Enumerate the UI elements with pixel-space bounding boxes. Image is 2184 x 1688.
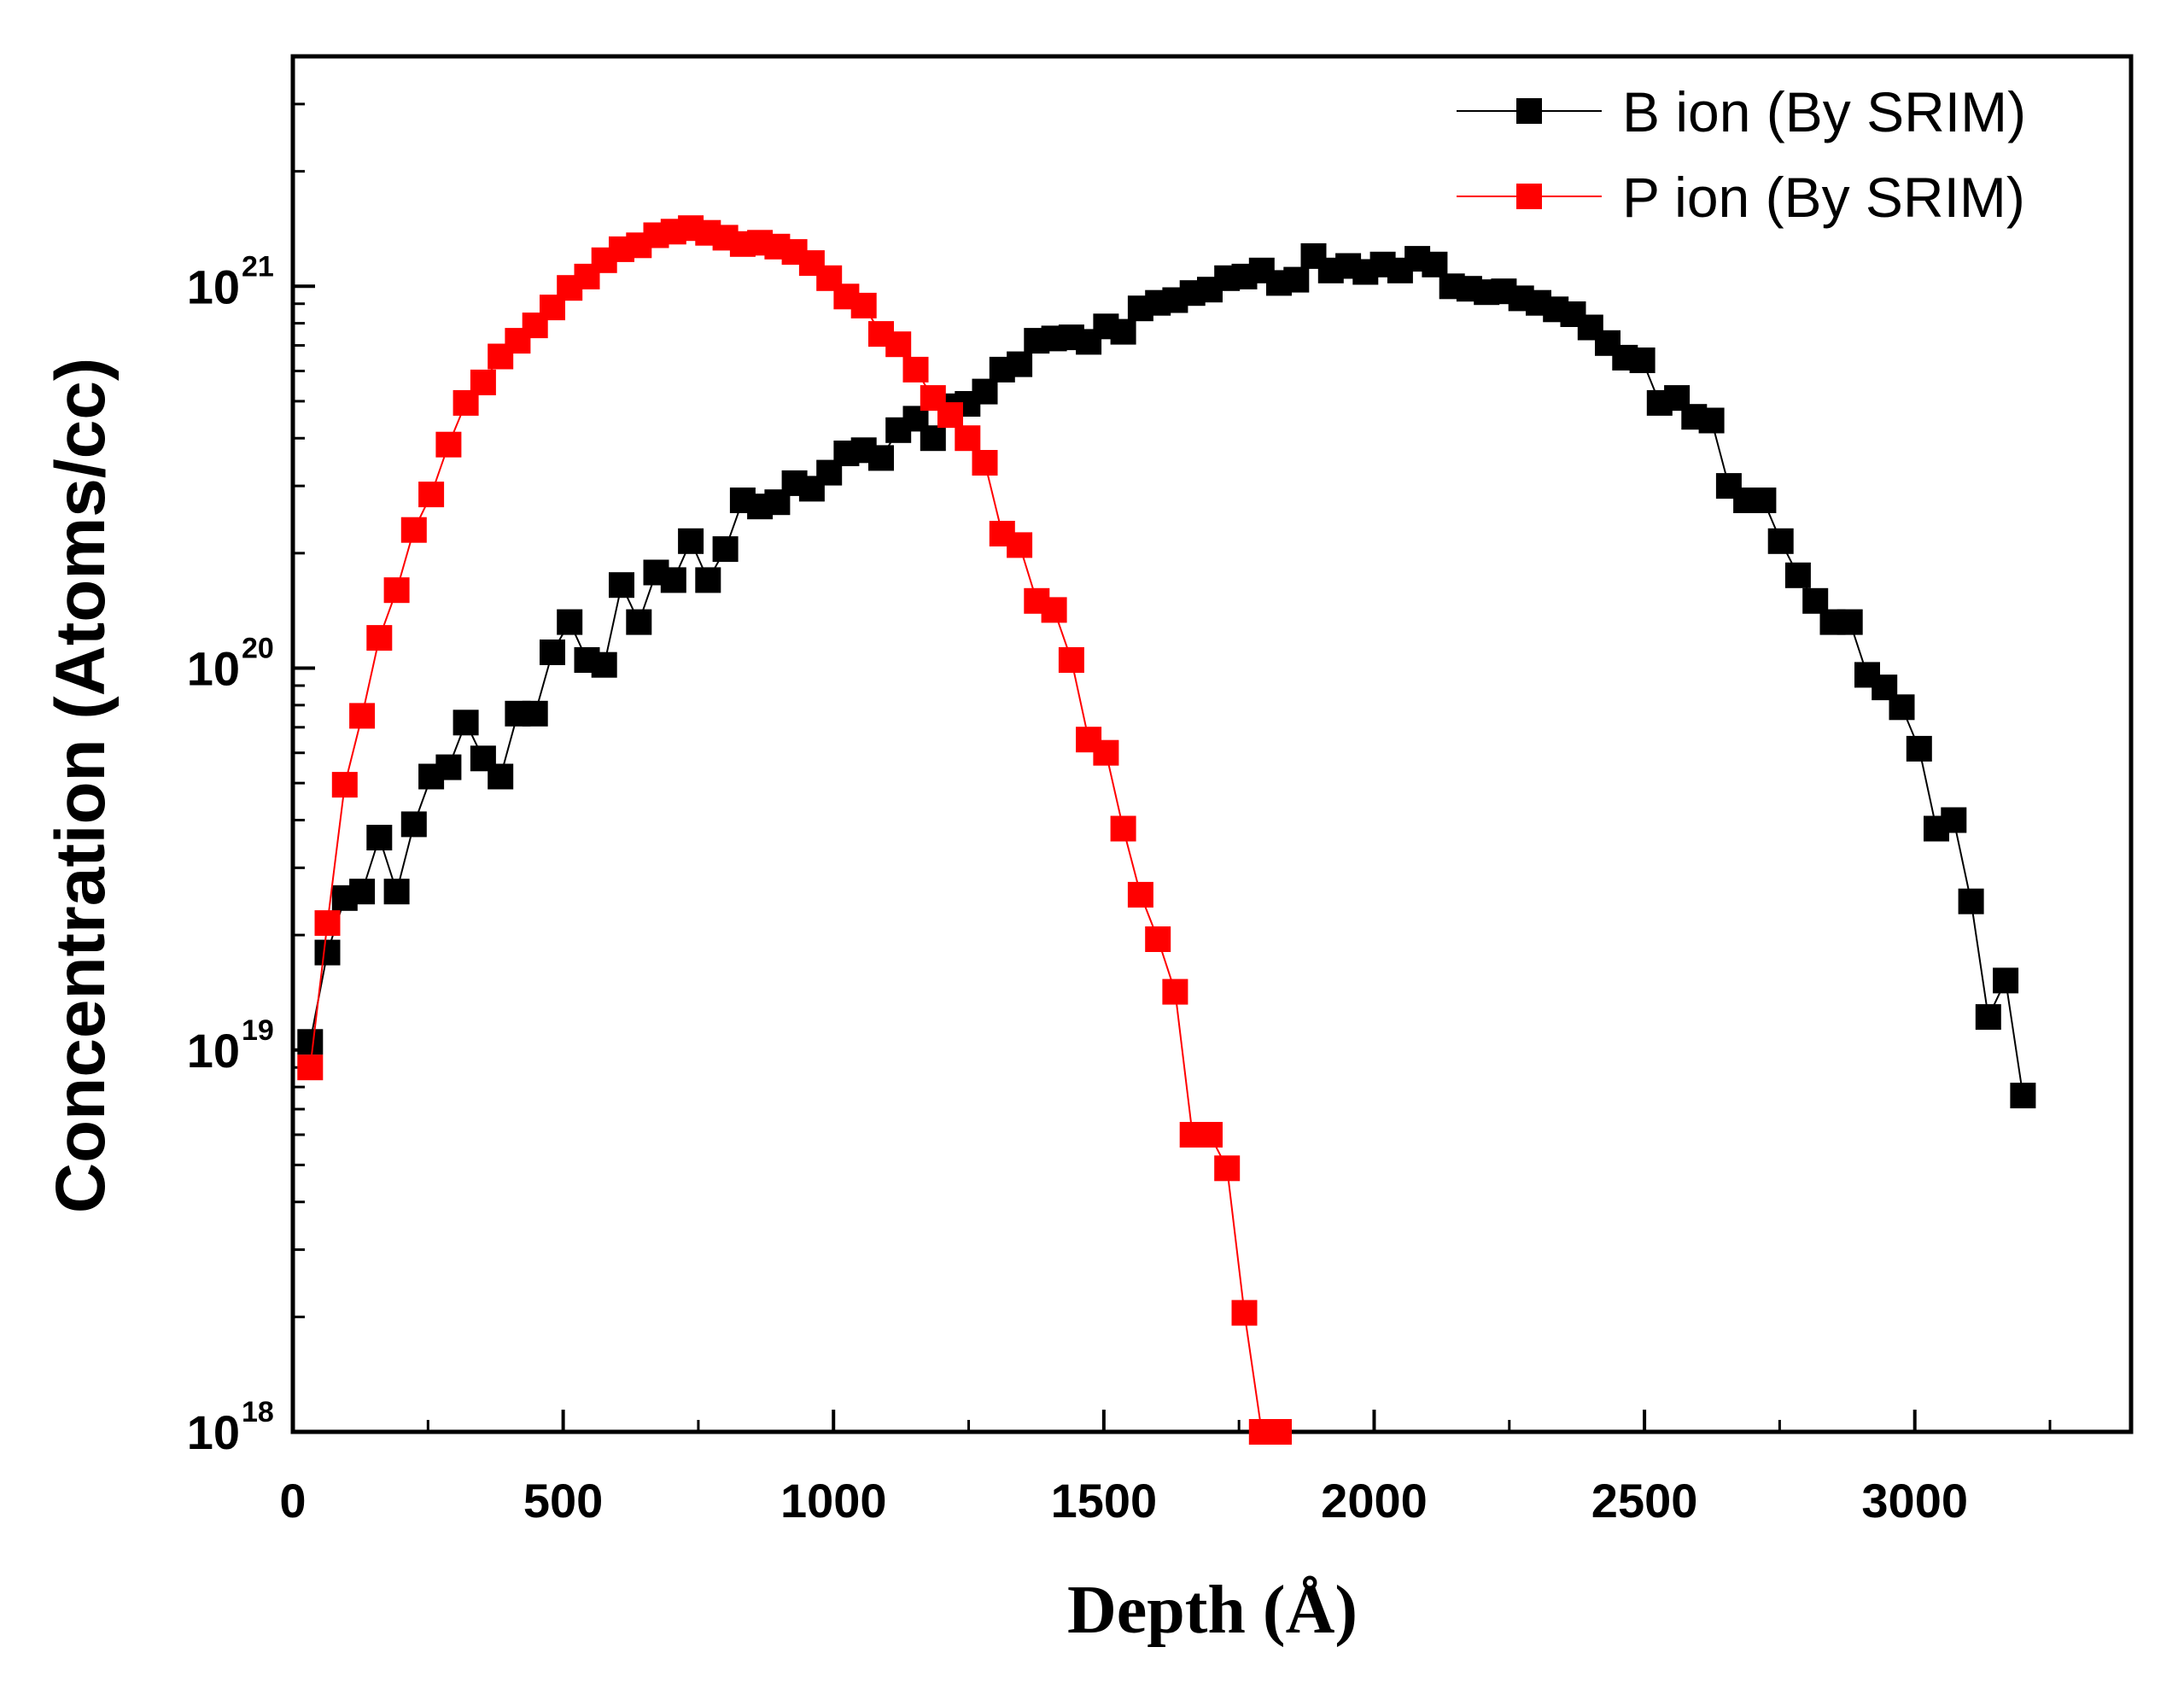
x-axis-label: Depth (Å) xyxy=(1067,1573,1358,1648)
x-tick-label: 1500 xyxy=(1051,1474,1158,1527)
data-point xyxy=(1906,735,1932,762)
data-point xyxy=(1266,1419,1292,1445)
data-point xyxy=(1007,351,1033,377)
data-point xyxy=(1093,739,1119,766)
data-point xyxy=(1941,807,1967,833)
data-point xyxy=(626,609,652,635)
data-point xyxy=(920,425,946,452)
series-p-ion xyxy=(297,215,1292,1445)
data-point xyxy=(972,450,998,476)
data-point xyxy=(331,772,358,798)
data-point xyxy=(850,292,877,318)
plot-area xyxy=(290,54,2134,1434)
y-tick-label: 10 xyxy=(187,1405,240,1459)
legend: B ion (By SRIM) P ion (By SRIM) xyxy=(1457,80,2026,229)
y-tick-exponent: 20 xyxy=(242,633,274,665)
x-tick-label: 2500 xyxy=(1591,1474,1698,1527)
data-point xyxy=(1422,251,1448,277)
data-point xyxy=(678,528,704,554)
data-point xyxy=(1958,888,1984,914)
data-point xyxy=(1197,1122,1223,1148)
legend-label: P ion (By SRIM) xyxy=(1622,166,2025,229)
data-point xyxy=(2010,1083,2036,1109)
data-point xyxy=(1889,694,1915,721)
data-point xyxy=(937,402,963,429)
data-point xyxy=(902,356,929,383)
data-point xyxy=(540,640,565,665)
x-tick-label: 0 xyxy=(279,1474,306,1527)
data-point xyxy=(1127,881,1153,908)
x-tick-label: 3000 xyxy=(1861,1474,1968,1527)
legend-marker xyxy=(1516,98,1542,124)
data-point xyxy=(1007,532,1033,558)
data-point xyxy=(383,577,410,604)
data-point xyxy=(1993,967,2019,994)
data-point xyxy=(488,763,514,790)
y-axis-label: Concentration (Atoms/cc) xyxy=(42,358,120,1213)
data-point xyxy=(297,1029,324,1055)
data-point xyxy=(1784,562,1811,588)
data-point xyxy=(349,703,376,729)
series-layer xyxy=(297,215,2036,1445)
data-point xyxy=(885,331,912,358)
data-point xyxy=(366,625,393,651)
y-tick-exponent: 19 xyxy=(242,1014,274,1047)
data-point xyxy=(435,754,462,780)
y-tick-label: 10 xyxy=(187,260,240,313)
data-point xyxy=(314,910,341,937)
data-point xyxy=(1110,318,1136,345)
data-point xyxy=(1214,1155,1241,1182)
data-point xyxy=(470,369,496,395)
data-point xyxy=(297,1054,324,1081)
data-point xyxy=(972,378,998,405)
data-point xyxy=(400,517,427,543)
y-tick-exponent: 18 xyxy=(242,1396,274,1428)
data-point xyxy=(1975,1004,2001,1031)
series-b-ion xyxy=(297,242,2036,1109)
x-tick-label: 1000 xyxy=(780,1474,887,1527)
data-point xyxy=(349,879,376,905)
legend-marker xyxy=(1516,184,1542,209)
data-point xyxy=(1837,609,1863,635)
data-point xyxy=(1767,528,1794,554)
x-tick-label: 2000 xyxy=(1321,1474,1428,1527)
data-point xyxy=(1231,1300,1258,1326)
data-point xyxy=(383,879,410,905)
data-point xyxy=(314,939,341,966)
x-tick-label: 500 xyxy=(523,1474,603,1527)
data-point xyxy=(591,651,617,678)
data-point xyxy=(660,567,686,593)
data-point xyxy=(712,536,739,563)
data-point xyxy=(522,700,548,727)
data-point xyxy=(868,445,894,471)
data-point xyxy=(418,482,445,508)
data-point xyxy=(1162,978,1188,1005)
data-point xyxy=(1283,266,1310,293)
data-point xyxy=(435,431,462,458)
x-axis: 0 500 1000 1500 2000 2500 3000 xyxy=(279,1410,2052,1527)
data-point xyxy=(1058,647,1084,673)
data-point xyxy=(1145,926,1171,952)
data-point xyxy=(366,825,393,850)
data-point xyxy=(955,425,981,452)
data-point xyxy=(453,710,479,736)
data-point xyxy=(400,811,427,838)
y-tick-label: 10 xyxy=(187,1024,240,1078)
data-point xyxy=(1698,407,1725,434)
data-point xyxy=(557,609,583,635)
data-point xyxy=(1629,348,1656,373)
y-tick-exponent: 21 xyxy=(242,250,274,283)
data-point xyxy=(1041,597,1067,623)
data-point xyxy=(609,572,634,599)
y-tick-label: 10 xyxy=(187,642,240,696)
data-point xyxy=(1750,488,1777,513)
legend-label: B ion (By SRIM) xyxy=(1622,80,2026,143)
data-point xyxy=(1110,815,1136,842)
data-point xyxy=(695,567,721,593)
